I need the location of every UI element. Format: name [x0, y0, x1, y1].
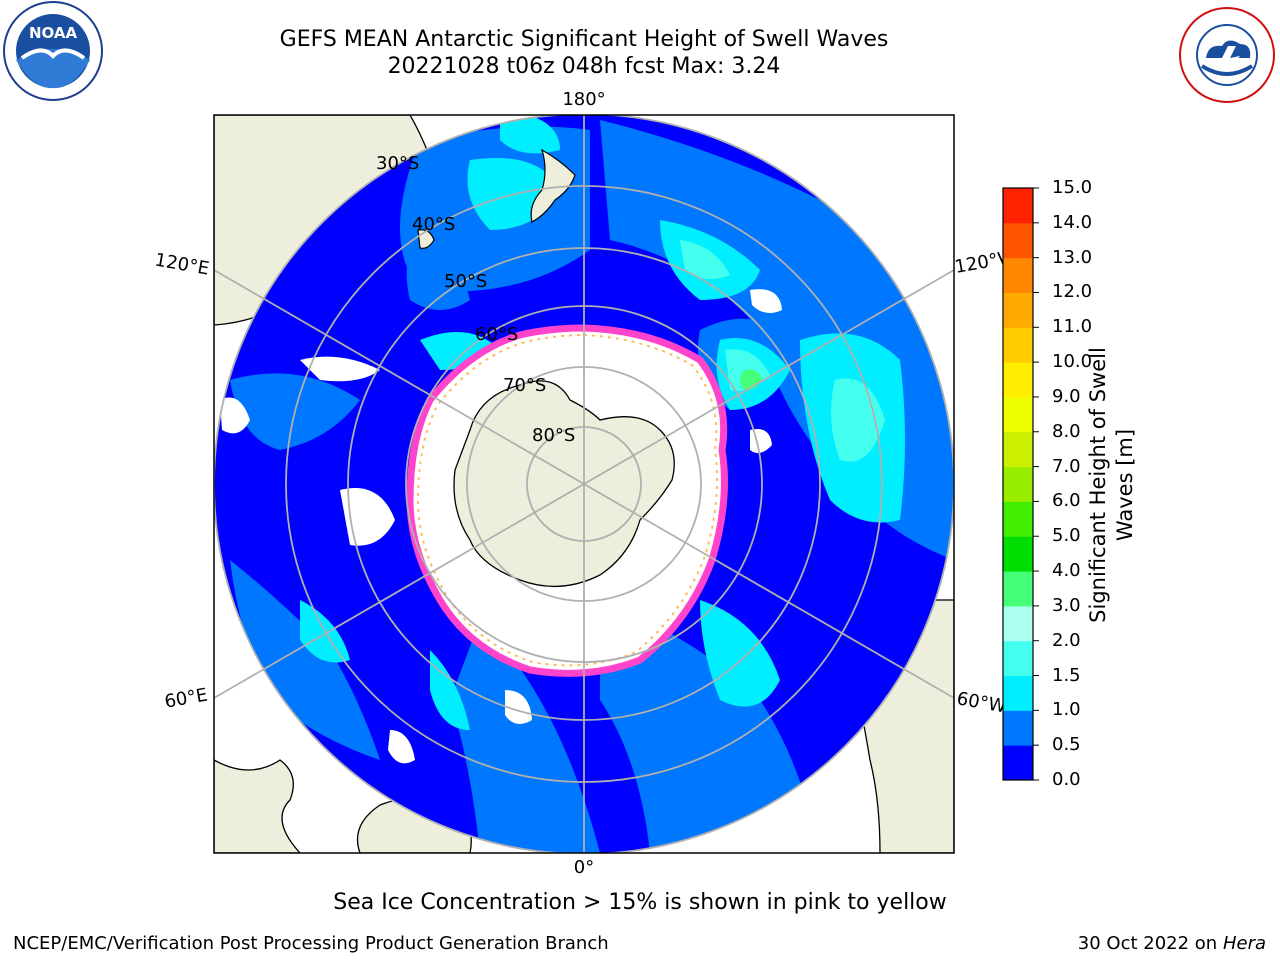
colorbar-segment [1003, 362, 1033, 398]
credit-right: 30 Oct 2022 on Hera [1078, 933, 1266, 954]
lat-label-70: 70°S [503, 375, 546, 396]
colorbar-tick-label: 2.0 [1052, 629, 1081, 651]
antarctica [453, 380, 675, 588]
colorbar-segment [1003, 605, 1033, 642]
colorbar-segment [1003, 188, 1033, 224]
noaa-logo: NOAA [3, 1, 103, 101]
lat-label-60: 60°S [475, 324, 518, 345]
swell-band-1p0 [300, 115, 905, 730]
colorbar-tick-label: 8.0 [1052, 420, 1081, 442]
colorbar-tick-label: 0.0 [1052, 769, 1081, 790]
map-frame [213, 114, 955, 854]
sea-ice-caption: Sea Ice Concentration > 15% is shown in … [333, 890, 947, 915]
colorbar-tick-label: 14.0 [1052, 211, 1093, 233]
lat-label-50: 50°S [444, 271, 487, 292]
colorbar-tick-label: 13.0 [1052, 246, 1093, 268]
lon-label-lower-right: 60°W [955, 688, 1008, 717]
colorbar-tick-label: 7.0 [1052, 455, 1081, 477]
map-subtitle: 20221028 t06z 048h fcst Max: 3.24 [387, 54, 781, 79]
credit-left: NCEP/EMC/Verification Post Processing Pr… [13, 933, 609, 954]
colorbar-segment [1003, 675, 1033, 711]
lon-label-upper-left: 120°E [153, 249, 211, 279]
colorbar-segment [1003, 292, 1033, 328]
colorbar-segment [1003, 640, 1033, 677]
colorbar-tick-label: 0.5 [1052, 734, 1081, 756]
colorbar-tick-label: 15.0 [1052, 177, 1093, 198]
lat-label-30: 30°S [376, 153, 419, 174]
colorbar-tick-label: 4.0 [1052, 560, 1081, 582]
colorbar-tick-label: 1.5 [1052, 664, 1081, 686]
new-zealand [530, 148, 576, 223]
colorbar-segment [1003, 222, 1033, 259]
colorbar-segment [1003, 536, 1033, 572]
sea-ice-patches [220, 289, 782, 764]
colorbar-tick-label: 1.0 [1052, 699, 1081, 721]
lon-label-bottom: 0° [574, 857, 594, 878]
colorbar-segment [1003, 257, 1033, 293]
credit-date: 30 Oct 2022 on [1077, 933, 1223, 954]
colorbar-tick-label: 10.0 [1052, 351, 1093, 373]
lat-label-40: 40°S [412, 214, 455, 235]
map-title: GEFS MEAN Antarctic Significant Height o… [279, 27, 889, 52]
colorbar-segment [1003, 396, 1033, 433]
colorbar-segment [1003, 327, 1033, 363]
colorbar-tick-label: 5.0 [1052, 525, 1081, 547]
nws-logo [1179, 7, 1275, 103]
colorbar-tick-label: 11.0 [1052, 316, 1093, 338]
lat-label-80: 80°S [532, 425, 575, 446]
colorbar-tick-label: 3.0 [1052, 594, 1081, 616]
colorbar-title: Significant Height of Swell Waves [m] [1086, 347, 1137, 623]
colorbar-segment [1003, 466, 1033, 502]
graticule [214, 115, 954, 853]
colorbar-tick-label: 12.0 [1052, 281, 1093, 303]
noaa-logo-text: NOAA [29, 24, 78, 42]
colorbar-segment [1003, 745, 1033, 781]
colorbar-tick-label: 9.0 [1052, 385, 1081, 407]
colorbar-segment [1003, 571, 1033, 607]
lon-label-top: 180° [562, 89, 605, 110]
colorbar-segment [1003, 710, 1033, 746]
credit-host: Hera [1222, 933, 1266, 954]
colorbar-tick-label: 6.0 [1052, 490, 1081, 512]
colorbar-segment [1003, 501, 1033, 537]
colorbar [1002, 187, 1039, 781]
colorbar-segment [1003, 431, 1033, 468]
lon-label-lower-left: 60°E [163, 684, 209, 712]
